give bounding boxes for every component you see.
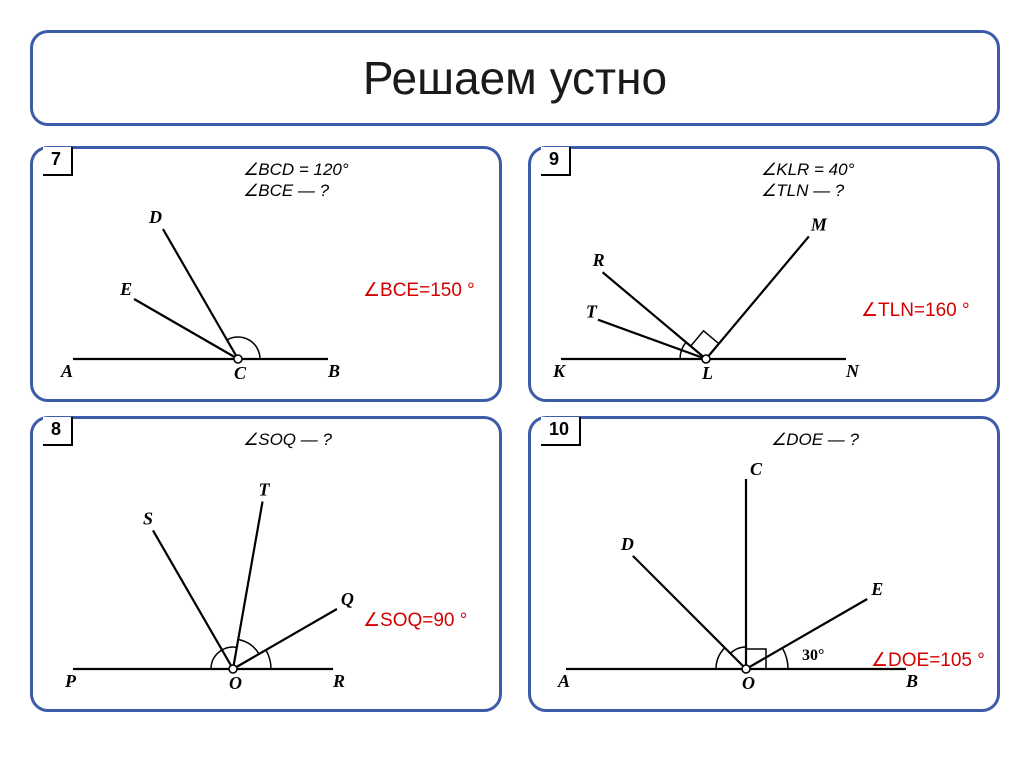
answer-text-10: ∠DOE=105 ° — [871, 649, 985, 672]
given-text-10: ∠DOE — ? — [771, 429, 859, 450]
svg-text:P: P — [64, 671, 77, 691]
svg-text:E: E — [870, 579, 883, 599]
svg-text:B: B — [905, 671, 918, 691]
svg-text:L: L — [701, 363, 713, 383]
svg-text:M: M — [810, 214, 828, 234]
problem-number-7: 7 — [43, 147, 73, 176]
problem-card-10: 10 ∠DOE — ? ∠DOE=105 ° A B C D E 30° O — [528, 416, 1000, 712]
svg-text:D: D — [620, 534, 634, 554]
svg-text:C: C — [750, 459, 763, 479]
svg-text:B: B — [327, 361, 340, 381]
problem-number-10: 10 — [541, 417, 581, 446]
given-text-8: ∠SOQ — ? — [243, 429, 332, 450]
given-text-7: ∠BCD = 120°∠BCE — ? — [243, 159, 349, 202]
svg-text:30°: 30° — [802, 647, 824, 664]
svg-text:T: T — [259, 480, 271, 500]
answer-text-7: ∠BCE=150 ° — [363, 279, 475, 302]
svg-text:N: N — [845, 361, 860, 381]
answer-text-8: ∠SOQ=90 ° — [363, 609, 467, 632]
svg-text:A: A — [60, 361, 73, 381]
given-text-9: ∠KLR = 40°∠TLN — ? — [761, 159, 854, 202]
svg-text:K: K — [552, 361, 567, 381]
svg-text:O: O — [742, 673, 755, 693]
svg-text:C: C — [234, 363, 247, 383]
svg-text:R: R — [332, 671, 345, 691]
svg-text:S: S — [143, 508, 153, 528]
title-box: Решаем устно — [30, 30, 1000, 126]
answer-text-9: ∠TLN=160 ° — [861, 299, 970, 322]
problem-number-8: 8 — [43, 417, 73, 446]
problem-card-9: 9 ∠KLR = 40°∠TLN — ? ∠TLN=160 ° K N M R T L — [528, 146, 1000, 402]
svg-text:T: T — [586, 302, 598, 322]
svg-text:O: O — [229, 673, 242, 693]
svg-text:A: A — [557, 671, 570, 691]
problem-number-9: 9 — [541, 147, 571, 176]
svg-text:E: E — [119, 279, 132, 299]
problem-card-7: 7 ∠BCD = 120°∠BCE — ? ∠BCE=150 ° A B D E C — [30, 146, 502, 402]
problem-card-8: 8 ∠SOQ — ? ∠SOQ=90 ° P R S T Q O — [30, 416, 502, 712]
svg-text:D: D — [148, 207, 162, 227]
page-title: Решаем устно — [363, 51, 667, 105]
svg-text:Q: Q — [341, 589, 354, 609]
diagram-8: P R S T Q O — [33, 419, 499, 709]
svg-text:R: R — [592, 250, 605, 270]
page: { "title": "Решаем устно", "layout": { "… — [0, 0, 1024, 767]
